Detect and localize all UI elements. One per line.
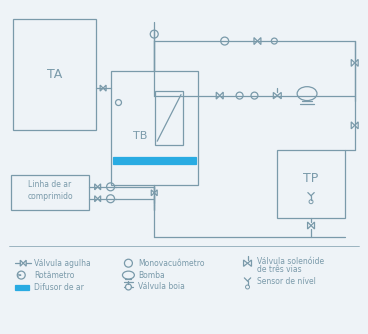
Text: Válvula solenóide: Válvula solenóide xyxy=(258,257,325,266)
Text: Válvula boia: Válvula boia xyxy=(138,283,185,292)
Bar xyxy=(110,71,198,185)
Bar xyxy=(155,91,183,145)
Bar xyxy=(15,285,29,290)
Bar xyxy=(113,157,196,164)
Bar xyxy=(13,19,96,130)
Text: Difusor de ar: Difusor de ar xyxy=(34,284,84,293)
Text: TP: TP xyxy=(303,172,319,185)
Text: Linha de ar: Linha de ar xyxy=(28,180,72,189)
Bar xyxy=(277,150,345,217)
Text: comprimido: comprimido xyxy=(27,192,73,201)
Text: Sensor de nível: Sensor de nível xyxy=(258,277,316,286)
Text: Rotâmetro: Rotâmetro xyxy=(34,271,74,280)
Text: Válvula agulha: Válvula agulha xyxy=(34,259,91,268)
Text: Monovacuômetro: Monovacuômetro xyxy=(138,259,205,268)
Text: de três vias: de três vias xyxy=(258,265,302,274)
Text: Bomba: Bomba xyxy=(138,271,165,280)
Bar xyxy=(11,175,89,210)
Text: TB: TB xyxy=(133,131,148,141)
Text: TA: TA xyxy=(47,68,62,81)
